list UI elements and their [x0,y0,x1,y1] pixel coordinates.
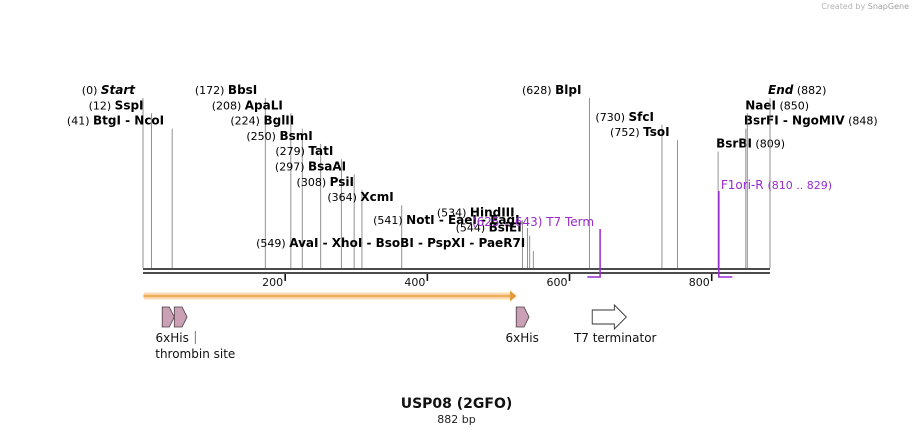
cut-site-sspi[interactable]: (12) SspI [89,98,144,112]
cut-site-psii[interactable]: (308) PsiI [297,175,354,189]
plasmid-title: USP08 (2GFO) [400,396,513,412]
cut-site-bbsi[interactable]: (172) BbsI [195,83,257,97]
cut-site-avai-group[interactable]: (549) AvaI - XhoI - BsoBI - PspXI - PaeR… [256,236,525,250]
feature-6xhis-1[interactable] [161,306,175,328]
cut-site-bsiei[interactable]: (544) BsiEI [456,221,522,235]
ruler-tick-label: 600 [547,276,568,289]
feature-thrombin-site[interactable] [173,306,188,328]
primer-bar-t7-term [587,229,601,278]
ruler-tick-label: 400 [404,276,425,289]
cut-site-noti-eaei-eagi[interactable]: (541) NotI - EaeI - EagI [373,213,520,227]
feature-t7-terminator[interactable] [591,303,627,331]
feature-label-t7-terminator: T7 terminator [573,331,657,345]
ruler-tick-label: 200 [262,276,283,289]
orf-halo [143,292,511,300]
feature-label-6xhis-2: 6xHis [506,331,539,345]
cut-site-xcmi[interactable]: (364) XcmI [327,190,393,204]
cut-site-bsmi[interactable]: (250) BsmI [246,129,312,143]
feature-label-thrombin-site: thrombin site [155,347,235,361]
cut-site-tati[interactable]: (279) TatI [275,144,333,158]
cut-site-btgi-ncoi[interactable]: (41) BtgI - NcoI [67,114,164,128]
primer-f1ori-r[interactable]: F1ori-R (810 .. 829) [721,178,832,192]
cut-site-end[interactable]: End (882) [768,83,826,97]
snapgene-logo: SnapGene [867,2,909,11]
cut-site-sfci[interactable]: (730) SfcI [595,110,654,124]
ruler-tick-label: 800 [689,276,710,289]
cut-site-hindiii[interactable]: (534) HindIII [437,205,515,219]
cut-site-tsoi[interactable]: (752) TsoI [610,125,670,139]
feature-label-6xhis-1: 6xHis [156,331,189,345]
cut-site-bglii[interactable]: (224) BglII [230,114,294,128]
cut-site-apali[interactable]: (208) ApaLI [212,98,283,112]
cut-site-blpi[interactable]: (628) BlpI [522,83,581,97]
cut-site-naei[interactable]: NaeI (850) [745,98,809,112]
primer-t7-term[interactable]: (625 .. 643) T7 Term [472,215,594,229]
cut-site-start[interactable]: (0) Start [82,83,136,97]
feature-6xhis-2[interactable] [515,306,530,328]
cut-site-bsrbi[interactable]: BsrBI (809) [716,137,785,151]
cut-site-bsrfi-ngomiv[interactable]: BsrFI - NgoMIV (848) [744,114,878,128]
brand-created-by: Created by [821,2,866,11]
snapgene-brand: Created by SnapGene [821,2,909,11]
primer-bar-f1ori-r [718,191,733,278]
cut-site-bsaai[interactable]: (297) BsaAI [275,160,346,174]
plasmid-length: 882 bp [437,413,476,426]
